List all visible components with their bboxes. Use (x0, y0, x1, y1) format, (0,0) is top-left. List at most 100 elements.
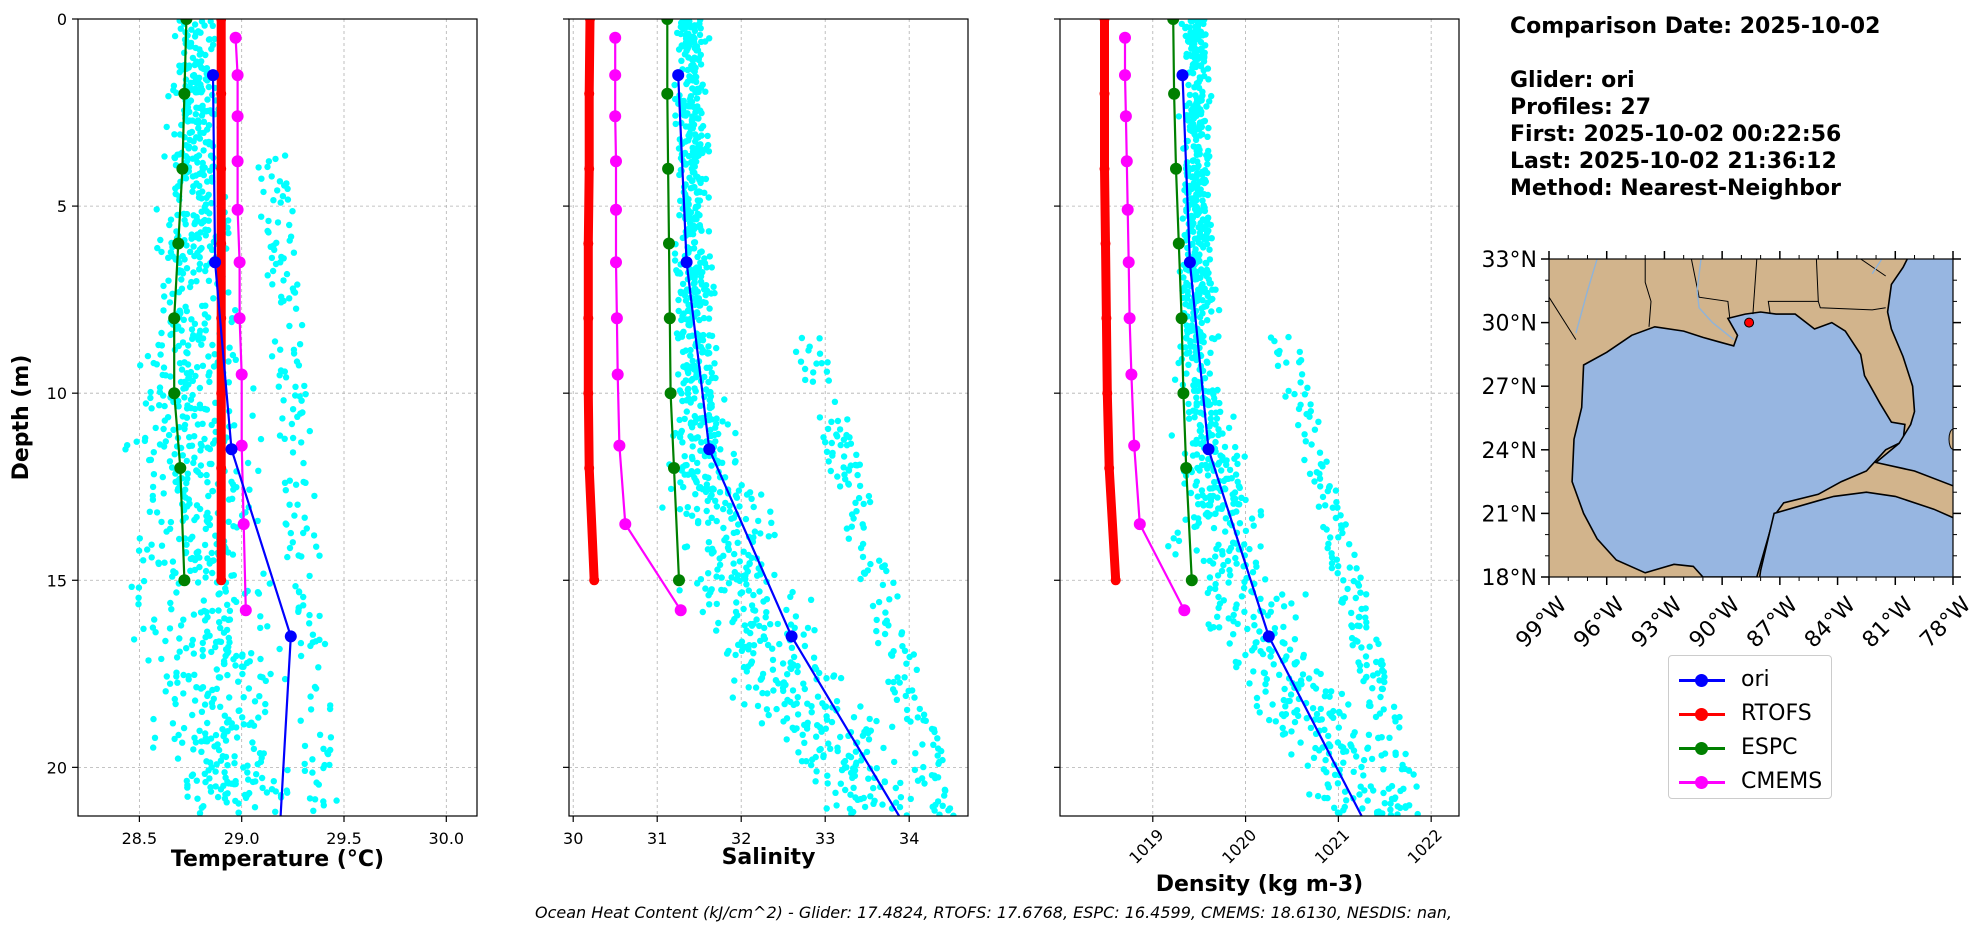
scatter-point (197, 229, 204, 236)
scatter-point (1334, 739, 1342, 746)
scatter-point (843, 764, 850, 771)
scatter-point (217, 786, 225, 793)
scatter-point (747, 620, 754, 628)
scatter-point (231, 422, 238, 429)
scatter-point (1305, 675, 1313, 682)
scatter-point (1299, 671, 1307, 678)
scatter-point (1201, 179, 1208, 187)
scatter-point (696, 197, 704, 204)
scatter-point (1214, 461, 1222, 468)
scatter-point (161, 417, 168, 424)
scatter-point (224, 762, 231, 769)
scatter-point (279, 193, 287, 200)
legend-label: CMEMS (1741, 769, 1823, 794)
scatter-point (1215, 593, 1222, 601)
scatter-point (873, 627, 880, 635)
scatter-point (758, 720, 766, 727)
scatter-point (245, 776, 252, 783)
scatter-point (1279, 639, 1286, 646)
scatter-point (1184, 288, 1191, 295)
scatter-point (231, 781, 238, 788)
scatter-point (794, 668, 801, 676)
scatter-point (1212, 399, 1219, 406)
scatter-point (685, 19, 692, 25)
series-point-cmems (231, 69, 244, 82)
scatter-point (1189, 452, 1197, 459)
lat-tick-label: 18°N (1482, 566, 1537, 591)
scatter-point (1194, 493, 1201, 500)
scatter-point (184, 470, 191, 477)
scatter-point (848, 523, 855, 530)
scatter-point (1271, 625, 1279, 632)
scatter-point (1396, 724, 1403, 731)
scatter-point (183, 645, 190, 652)
series-lines (168, 19, 297, 816)
scatter-point (211, 743, 218, 750)
legend-label: ESPC (1741, 735, 1798, 760)
scatter-point (240, 694, 247, 701)
lat-tick-label: 21°N (1482, 502, 1537, 527)
legend-marker (1695, 742, 1708, 755)
scatter-point (677, 479, 684, 486)
scatter-point (1183, 50, 1190, 58)
scatter-point (822, 725, 829, 732)
scatter-point (719, 418, 726, 425)
scatter-point (301, 382, 308, 390)
scatter-point (1189, 165, 1196, 172)
scatter-point (1322, 756, 1329, 764)
scatter-point (194, 159, 201, 166)
scatter-point (1323, 526, 1330, 533)
series-point-cmems (1178, 604, 1191, 617)
scatter-point (265, 229, 272, 236)
scatter-point (808, 709, 815, 716)
scatter-point (191, 671, 198, 678)
scatter-point (1253, 639, 1260, 646)
scatter-point (866, 498, 874, 506)
scatter-point (1293, 707, 1301, 714)
scatter-point (1208, 308, 1215, 315)
scatter-point (736, 558, 743, 565)
scatter-point (773, 705, 780, 713)
scatter-point (212, 783, 219, 790)
series-point-espc (172, 237, 185, 250)
scatter-point (1243, 574, 1250, 582)
scatter-point (294, 501, 301, 508)
scatter-point (1189, 122, 1196, 129)
scatter-point (1208, 92, 1215, 100)
scatter-point (202, 51, 209, 59)
state-border (1690, 259, 1731, 319)
scatter-point (803, 722, 811, 729)
scatter-point (1312, 685, 1320, 692)
scatter-point (202, 730, 209, 737)
scatter-point (154, 244, 161, 252)
scatter-point (194, 421, 202, 428)
scatter-point (706, 601, 713, 608)
scatter-point (1355, 613, 1363, 621)
scatter-point (160, 364, 168, 371)
scatter-point (810, 369, 817, 376)
scatter-point (886, 596, 893, 603)
scatter-point (191, 320, 199, 327)
scatter-point (686, 73, 693, 80)
scatter-point (1363, 661, 1370, 669)
scatter-point (183, 414, 191, 421)
scatter-point (774, 620, 781, 628)
scatter-point (1248, 515, 1256, 522)
scatter-point (1222, 515, 1230, 522)
scatter-point (1242, 527, 1250, 535)
scatter-point (1350, 747, 1358, 754)
scatter-point (936, 758, 943, 766)
scatter-point (1387, 806, 1394, 813)
scatter-point (697, 422, 704, 429)
scatter-point (1230, 618, 1237, 625)
scatter-point (833, 698, 841, 705)
scatter-point (1362, 605, 1369, 612)
scatter-point (1340, 713, 1347, 720)
scatter-point (691, 74, 698, 81)
scatter-point (843, 525, 851, 532)
scatter-point (1193, 112, 1200, 120)
scatter-point (158, 518, 165, 526)
scatter-point (702, 299, 709, 306)
scatter-point (301, 760, 308, 768)
scatter-point (1317, 705, 1325, 713)
